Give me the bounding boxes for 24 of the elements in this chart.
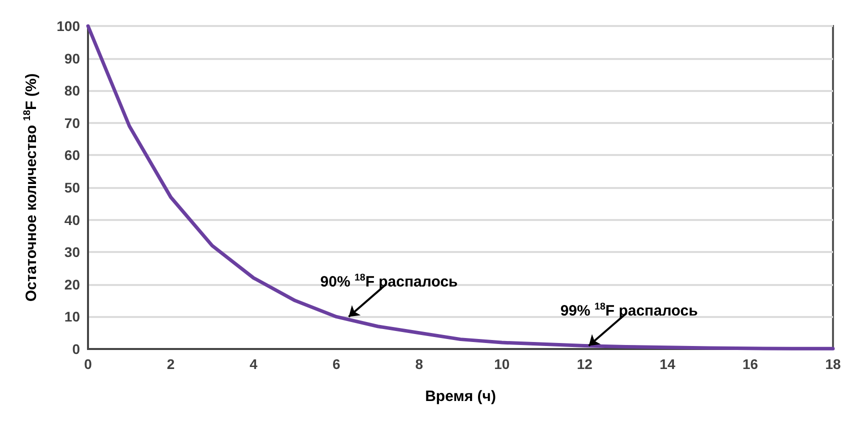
y-tick-label: 20	[64, 276, 80, 292]
y-tick-label: 10	[64, 308, 80, 325]
x-tick-label: 18	[825, 356, 841, 372]
y-tick-label: 50	[64, 180, 80, 196]
y-tick-label: 70	[64, 114, 80, 131]
y-tick-label: 90	[64, 50, 80, 66]
y-tick-label: 0	[72, 341, 80, 357]
x-tick-label: 14	[660, 356, 676, 372]
x-tick-label: 2	[166, 356, 175, 372]
y-tick-label: 80	[64, 82, 80, 99]
x-tick-label: 12	[576, 356, 593, 372]
y-tick-label: 30	[64, 244, 80, 260]
line-series	[86, 24, 835, 350]
y-axis-title: Остаточное количество 18F (%)	[22, 73, 40, 302]
x-tick-label: 4	[250, 356, 258, 372]
y-tick-label: 100	[56, 18, 80, 34]
x-tick-label: 8	[415, 356, 424, 372]
x-axis-title: Время (ч)	[425, 388, 496, 405]
x-tick-label: 0	[84, 356, 92, 372]
y-tick-label: 40	[64, 212, 80, 228]
x-tick-label: 10	[494, 356, 510, 372]
x-tick-label: 16	[742, 356, 758, 372]
y-tick-label: 60	[64, 147, 80, 164]
x-tick-label: 6	[332, 356, 340, 372]
